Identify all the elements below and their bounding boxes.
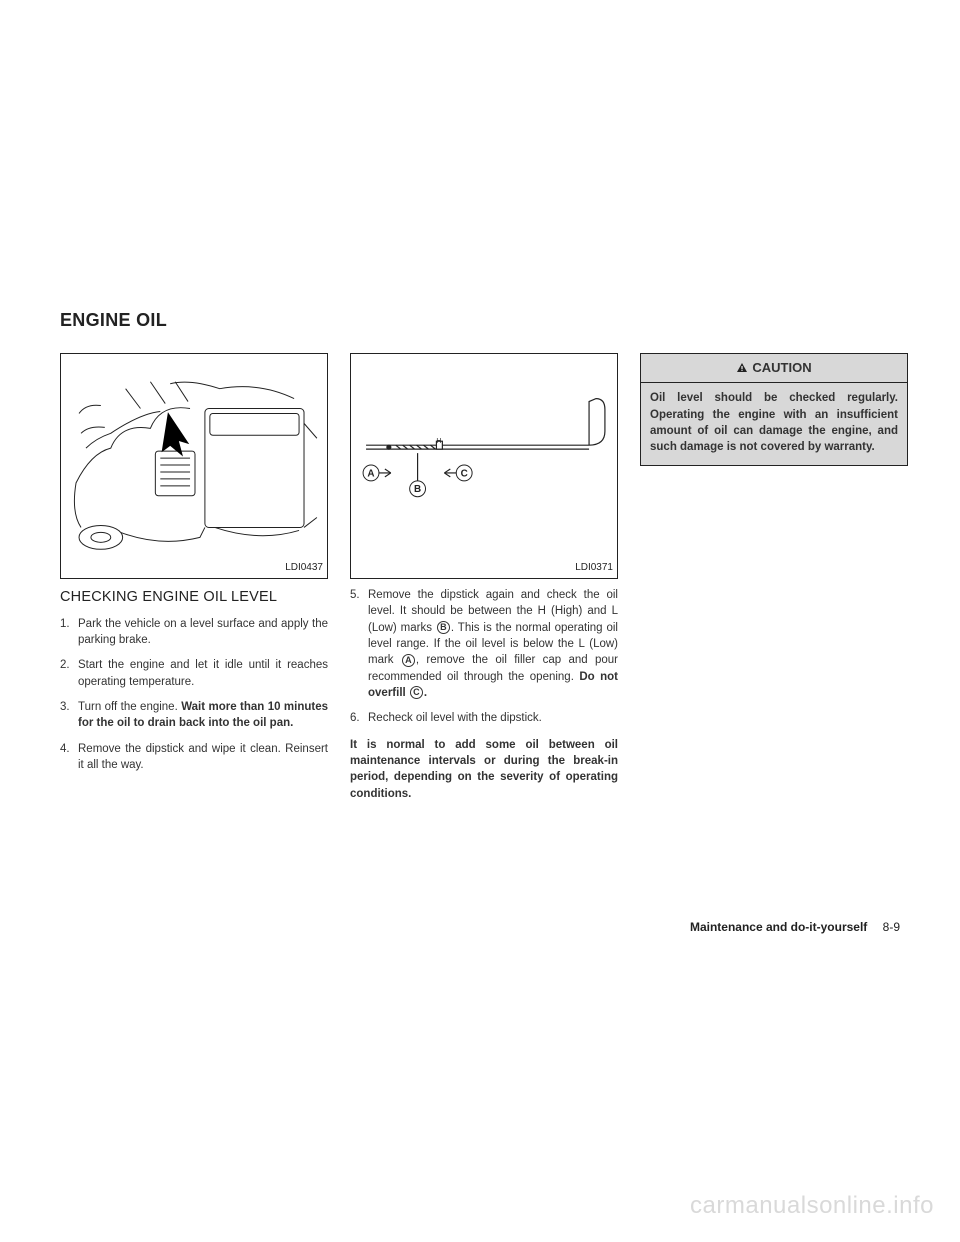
step-text: Start the engine and let it idle until i… [78, 659, 328, 687]
column-2: H A B [350, 353, 618, 802]
marker-c: C [461, 468, 468, 479]
inline-marker-c: C [410, 686, 423, 699]
caution-title: CAUTION [752, 359, 811, 377]
footer-section: Maintenance and do-it-yourself [690, 920, 867, 934]
step-bold: . [424, 687, 427, 699]
marker-a: A [367, 468, 374, 479]
caution-header: CAUTION [641, 354, 907, 383]
footer-page: 8-9 [883, 920, 900, 934]
marker-b: B [414, 484, 421, 495]
inline-marker-a: A [402, 654, 415, 667]
page-footer: Maintenance and do-it-yourself 8-9 [690, 920, 900, 934]
content-columns: LDI0437 CHECKING ENGINE OIL LEVEL Park t… [60, 353, 900, 802]
step-text: Remove the dipstick and wipe it clean. R… [78, 743, 328, 771]
step-2: Start the engine and let it idle until i… [60, 657, 328, 690]
normal-note: It is normal to add some oil between oil… [350, 737, 618, 802]
step-3: Turn off the engine. Wait more than 10 m… [60, 699, 328, 732]
step-1: Park the vehicle on a level surface and … [60, 616, 328, 649]
steps-list-right: Remove the dipstick again and check the … [350, 587, 618, 727]
dipstick-diagram-icon: H A B [351, 354, 617, 578]
step-5: Remove the dipstick again and check the … [350, 587, 618, 701]
step-text: Recheck oil level with the dipstick. [368, 712, 542, 724]
warning-icon [736, 362, 748, 374]
column-1: LDI0437 CHECKING ENGINE OIL LEVEL Park t… [60, 353, 328, 802]
figure-label: LDI0437 [285, 561, 323, 575]
dipstick-figure: H A B [350, 353, 618, 579]
step-6: Recheck oil level with the dipstick. [350, 710, 618, 726]
step-text: Park the vehicle on a level surface and … [78, 618, 328, 646]
manual-page: ENGINE OIL [0, 0, 960, 1242]
step-4: Remove the dipstick and wipe it clean. R… [60, 741, 328, 774]
watermark: carmanualsonline.info [690, 1192, 934, 1220]
step-text: Turn off the engine. [78, 701, 181, 713]
engine-diagram-icon [61, 354, 327, 578]
subheading: CHECKING ENGINE OIL LEVEL [60, 587, 328, 608]
caution-body: Oil level should be checked regularly. O… [641, 383, 907, 464]
column-3: CAUTION Oil level should be checked regu… [640, 353, 908, 802]
section-title: ENGINE OIL [60, 310, 900, 331]
caution-box: CAUTION Oil level should be checked regu… [640, 353, 908, 466]
svg-text:H: H [436, 438, 441, 445]
steps-list-left: Park the vehicle on a level surface and … [60, 616, 328, 774]
figure-label: LDI0371 [575, 561, 613, 575]
engine-figure: LDI0437 [60, 353, 328, 579]
inline-marker-b: B [437, 621, 450, 634]
